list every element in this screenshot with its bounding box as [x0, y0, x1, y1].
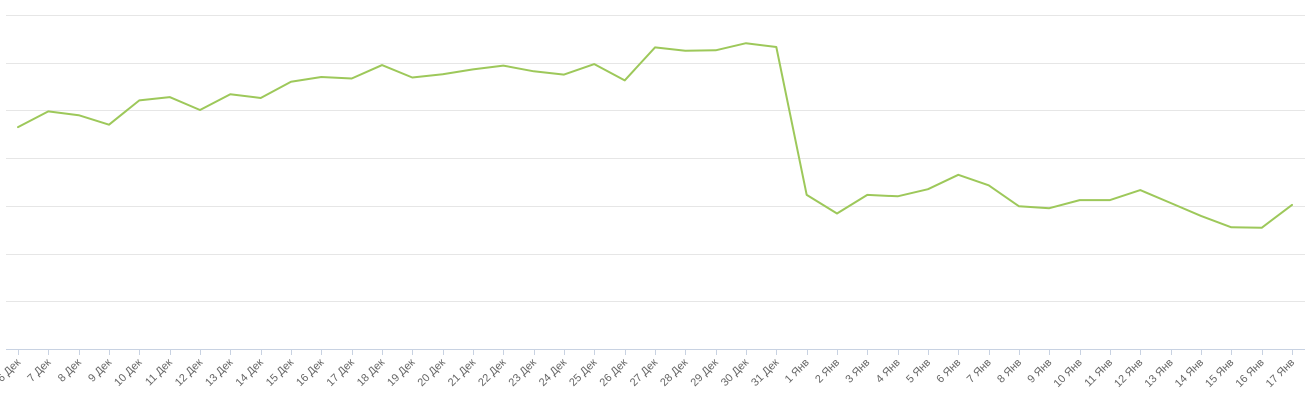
data-point[interactable]: [167, 94, 173, 100]
data-point[interactable]: [773, 44, 779, 50]
x-tick-label: 22 Дек: [476, 357, 508, 389]
x-tick-label: 6 Дек: [0, 357, 23, 385]
x-tick-label: 13 Дек: [203, 357, 235, 389]
gridlines: [6, 15, 1305, 302]
data-point[interactable]: [45, 108, 51, 114]
data-point[interactable]: [1198, 213, 1204, 219]
x-tick-label: 9 Дек: [86, 357, 114, 385]
data-point[interactable]: [652, 44, 658, 50]
x-tick-label: 10 Дек: [112, 357, 144, 389]
x-tick-label: 4 Янв: [874, 357, 903, 386]
x-tick-label: 8 Янв: [995, 357, 1024, 386]
data-point[interactable]: [15, 124, 21, 130]
x-tick-label: 17 Дек: [325, 357, 357, 389]
data-point[interactable]: [1168, 200, 1174, 206]
data-point[interactable]: [955, 172, 961, 178]
x-tick-label: 28 Дек: [658, 357, 690, 389]
x-tick-label: 12 Янв: [1112, 357, 1145, 390]
x-tick-label: 14 Дек: [234, 357, 266, 389]
series-line: [17, 42, 1293, 229]
data-point[interactable]: [713, 47, 719, 53]
data-point[interactable]: [804, 192, 810, 198]
x-tick-label: 11 Дек: [143, 357, 175, 389]
data-point[interactable]: [409, 75, 415, 81]
data-point[interactable]: [258, 95, 264, 101]
data-point[interactable]: [1259, 225, 1265, 231]
data-point[interactable]: [864, 192, 870, 198]
x-tick-label: 26 Дек: [598, 357, 630, 389]
x-tick-label: 29 Дек: [689, 357, 721, 389]
x-tick-label: 2 Янв: [813, 357, 842, 386]
x-tick-label: 10 Янв: [1051, 357, 1084, 390]
x-tick-label: 16 Дек: [294, 357, 326, 389]
data-point[interactable]: [379, 62, 385, 68]
data-point[interactable]: [349, 76, 355, 82]
data-point[interactable]: [1016, 203, 1022, 209]
x-tick-label: 17 Янв: [1264, 357, 1297, 390]
x-tick-label: 13 Янв: [1142, 357, 1175, 390]
data-point[interactable]: [1228, 224, 1234, 230]
data-point[interactable]: [1046, 205, 1052, 211]
data-point[interactable]: [197, 107, 203, 113]
x-tick-label: 31 Дек: [749, 357, 781, 389]
x-tick-label: 15 Янв: [1203, 357, 1236, 390]
x-tick-label: 7 Дек: [25, 357, 53, 385]
x-tick-label: 21 Дек: [446, 357, 478, 389]
data-point[interactable]: [743, 40, 749, 46]
x-axis: [6, 349, 1305, 355]
data-point[interactable]: [1137, 187, 1143, 193]
x-tick-label: 15 Дек: [264, 357, 296, 389]
data-point[interactable]: [288, 79, 294, 85]
x-tick-label: 19 Дек: [385, 357, 417, 389]
data-point[interactable]: [986, 182, 992, 188]
x-tick-label: 6 Янв: [934, 357, 963, 386]
x-tick-label: 8 Дек: [56, 357, 84, 385]
data-point[interactable]: [834, 211, 840, 217]
data-point[interactable]: [1289, 202, 1295, 208]
x-tick-label: 16 Янв: [1233, 357, 1266, 390]
data-point[interactable]: [622, 77, 628, 83]
x-tick-label: 25 Дек: [567, 357, 599, 389]
x-tick-label: 27 Дек: [628, 357, 660, 389]
x-tick-label: 3 Янв: [843, 357, 872, 386]
x-tick-label: 24 Дек: [537, 357, 569, 389]
data-point[interactable]: [440, 71, 446, 77]
data-point[interactable]: [76, 112, 82, 118]
data-point[interactable]: [591, 61, 597, 67]
x-tick-label: 30 Дек: [719, 357, 751, 389]
data-point[interactable]: [470, 66, 476, 72]
data-point[interactable]: [561, 72, 567, 78]
x-tick-label: 11 Янв: [1082, 357, 1115, 390]
x-tick-label: 9 Янв: [1025, 357, 1054, 386]
x-tick-label: 5 Янв: [904, 357, 933, 386]
data-point[interactable]: [895, 193, 901, 199]
x-tick-label: 12 Дек: [173, 357, 205, 389]
data-point[interactable]: [227, 91, 233, 97]
data-point[interactable]: [500, 63, 506, 69]
x-tick-label: 23 Дек: [507, 357, 539, 389]
x-tick-label: 7 Янв: [965, 357, 994, 386]
data-point[interactable]: [1107, 197, 1113, 203]
x-tick-label: 20 Дек: [416, 357, 448, 389]
data-point[interactable]: [925, 186, 931, 192]
data-point[interactable]: [1077, 197, 1083, 203]
x-tick-label: 14 Янв: [1173, 357, 1206, 390]
x-tick-label: 18 Дек: [355, 357, 387, 389]
data-point[interactable]: [106, 122, 112, 128]
x-tick-label: 1 Янв: [783, 357, 812, 386]
data-point[interactable]: [682, 48, 688, 54]
data-point[interactable]: [318, 74, 324, 80]
series-layer: [15, 40, 1295, 231]
data-point[interactable]: [531, 68, 537, 74]
data-point[interactable]: [136, 97, 142, 103]
